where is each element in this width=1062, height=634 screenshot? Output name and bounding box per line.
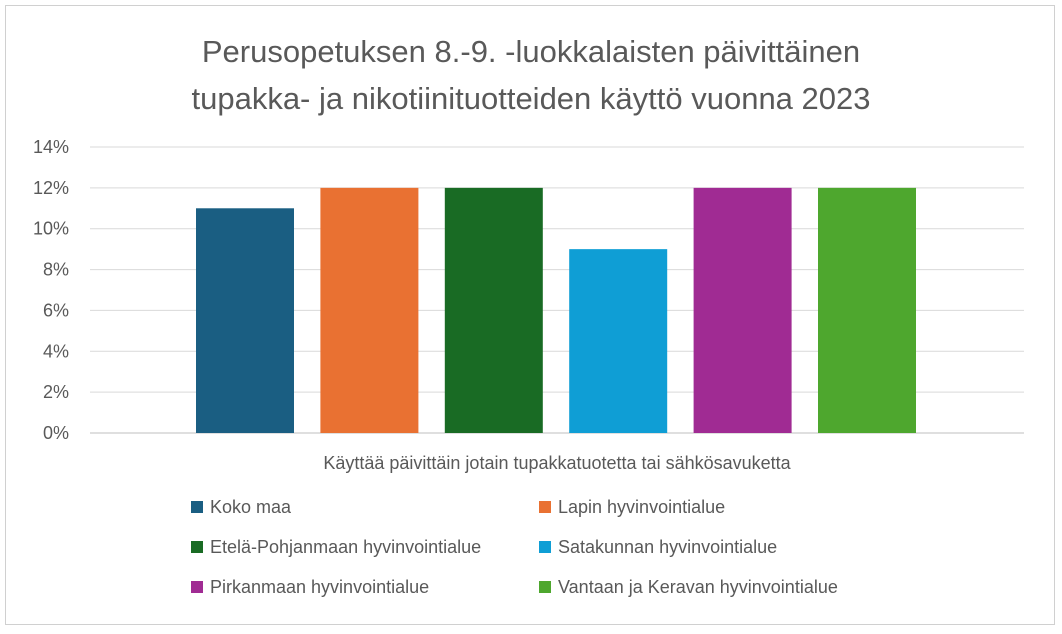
chart-title-line-1: Perusopetuksen 8.-9. -luokkalaisten päiv… (202, 34, 860, 69)
y-tick-label: 0% (43, 423, 69, 443)
legend-label: Satakunnan hyvinvointialue (558, 537, 777, 557)
y-tick-label: 2% (43, 382, 69, 402)
chart-title-line-2: tupakka- ja nikotiinituotteiden käyttö v… (191, 81, 870, 116)
bar-etelä-pohjanmaan-hyvinvointialue (444, 187, 543, 433)
legend-label: Pirkanmaan hyvinvointialue (210, 577, 429, 597)
legend-swatch (539, 501, 551, 513)
legend-label: Koko maa (210, 497, 292, 517)
y-tick-label: 8% (43, 260, 69, 280)
bar-lapin-hyvinvointialue (320, 187, 419, 433)
legend-swatch (539, 541, 551, 553)
legend-item: Satakunnan hyvinvointialue (539, 537, 777, 557)
legend-item: Pirkanmaan hyvinvointialue (191, 577, 429, 597)
legend-item: Etelä-Pohjanmaan hyvinvointialue (191, 537, 481, 557)
chart-title: Perusopetuksen 8.-9. -luokkalaisten päiv… (191, 34, 870, 116)
bar-koko-maa (196, 208, 294, 433)
x-axis-category-label: Käyttää päivittäin jotain tupakkatuotett… (323, 453, 791, 473)
legend-swatch (191, 541, 203, 553)
y-axis-tick-labels: 0% 2% 4% 6% 8% 10% 12% 14% (33, 137, 69, 443)
legend-swatch (191, 581, 203, 593)
bar-pirkanmaan-hyvinvointialue (693, 187, 792, 433)
legend-label: Etelä-Pohjanmaan hyvinvointialue (210, 537, 481, 557)
y-tick-label: 6% (43, 300, 69, 320)
legend-label: Vantaan ja Keravan hyvinvointialue (558, 577, 838, 597)
y-tick-label: 10% (33, 219, 69, 239)
y-tick-label: 14% (33, 137, 69, 157)
legend-item: Koko maa (191, 497, 292, 517)
legend-swatch (191, 501, 203, 513)
bar-vantaan-ja-keravan-hyvinvointialue (818, 187, 916, 433)
legend-item: Vantaan ja Keravan hyvinvointialue (539, 577, 838, 597)
legend-label: Lapin hyvinvointialue (558, 497, 725, 517)
legend-swatch (539, 581, 551, 593)
y-tick-label: 12% (33, 178, 69, 198)
y-tick-label: 4% (43, 341, 69, 361)
legend: Koko maa Lapin hyvinvointialue Etelä-Pohja… (191, 497, 838, 597)
bars (196, 187, 916, 433)
legend-item: Lapin hyvinvointialue (539, 497, 725, 517)
bar-satakunnan-hyvinvointialue (569, 249, 668, 433)
